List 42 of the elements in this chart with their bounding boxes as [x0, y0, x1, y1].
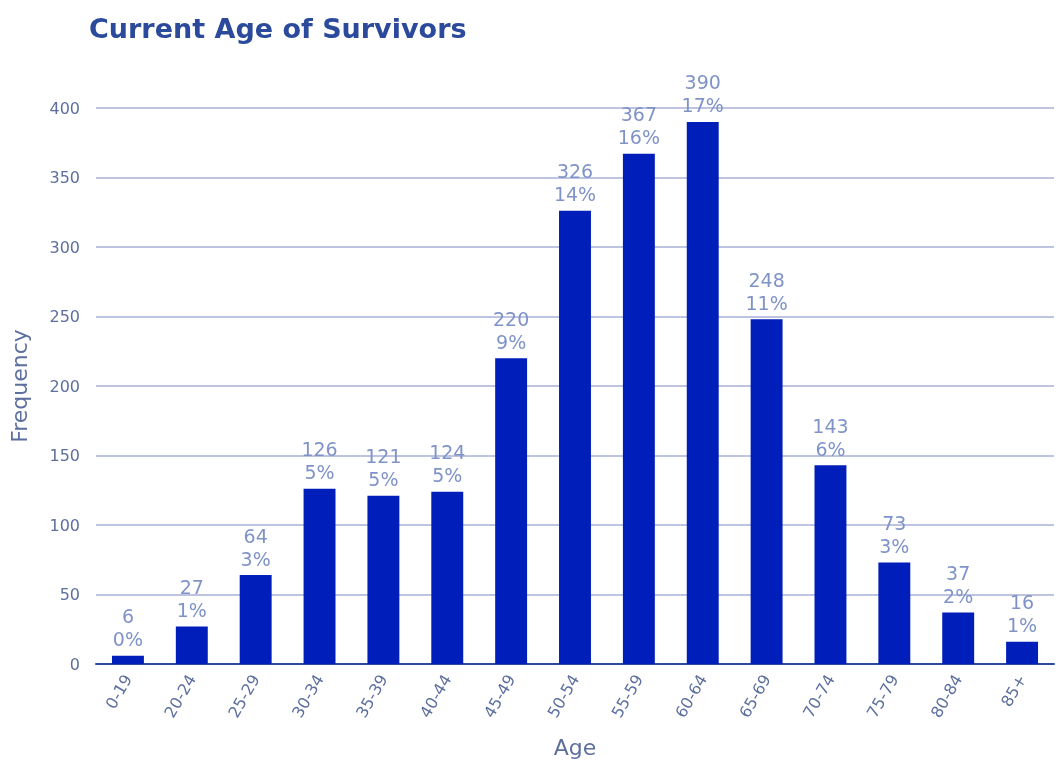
- y-axis-title: Frequency: [6, 329, 32, 443]
- bar: [750, 319, 783, 664]
- y-tick-label: 100: [49, 515, 80, 535]
- data-label: 390 17%: [681, 71, 724, 117]
- data-label: 37 2%: [943, 562, 974, 608]
- bar: [111, 655, 144, 664]
- bar: [814, 465, 847, 664]
- y-tick-label: 300: [49, 237, 80, 257]
- bar: [367, 495, 400, 664]
- bar: [1006, 641, 1039, 664]
- y-tick-label: 350: [49, 168, 80, 187]
- data-label: 126 5%: [301, 438, 338, 484]
- data-label: 124 5%: [429, 441, 466, 487]
- bar: [686, 121, 719, 664]
- bar: [303, 488, 336, 664]
- y-tick-label: 150: [49, 446, 80, 465]
- data-label: 367 16%: [617, 103, 660, 149]
- x-axis-title: Age: [553, 734, 597, 760]
- bar: [431, 491, 464, 664]
- data-label: 6 0%: [112, 605, 144, 651]
- data-label: 16 1%: [1006, 591, 1038, 637]
- data-label: 64 3%: [240, 524, 271, 570]
- data-label: 27 1%: [176, 575, 207, 621]
- data-label: 121 5%: [365, 445, 402, 491]
- bar: [175, 626, 208, 664]
- bar: [495, 358, 528, 664]
- data-label: 326 14%: [553, 160, 597, 206]
- y-tick-label: 250: [49, 307, 80, 326]
- y-tick-label: 50: [59, 585, 80, 604]
- data-label: 220 9%: [493, 307, 530, 353]
- chart-title: Current Age of Survivors: [89, 13, 467, 44]
- data-label: 73 3%: [879, 512, 910, 558]
- bar: [622, 153, 655, 664]
- y-tick-label: 0: [69, 654, 80, 674]
- y-tick-label: 400: [49, 98, 80, 118]
- bar: [942, 612, 975, 664]
- data-label: 248 11%: [745, 268, 788, 314]
- bar: [559, 210, 591, 664]
- bar: [239, 575, 272, 664]
- data-label: 143 6%: [812, 414, 849, 460]
- bar: [878, 562, 911, 664]
- y-tick-label: 200: [49, 376, 80, 396]
